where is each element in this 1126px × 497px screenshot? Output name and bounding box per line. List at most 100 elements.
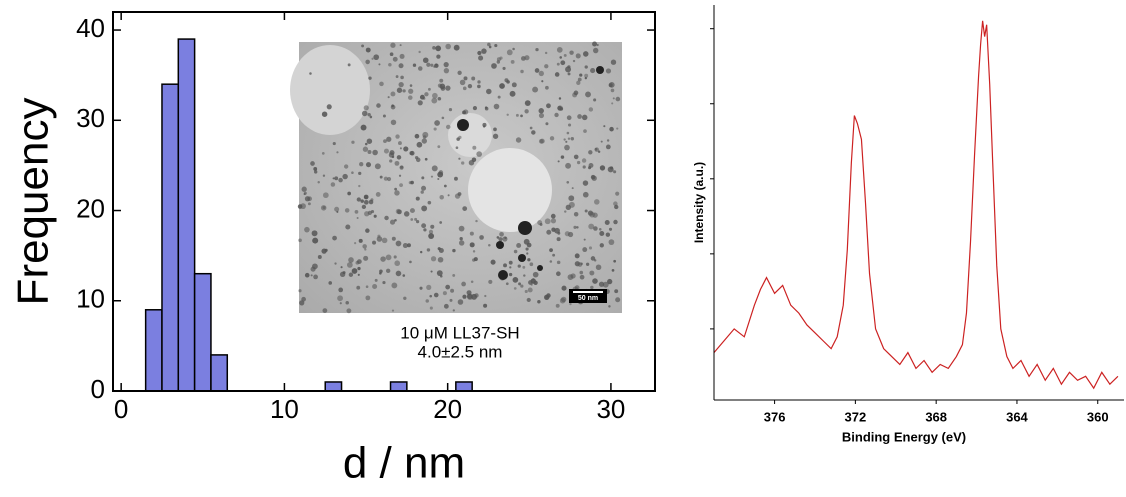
particle xyxy=(395,240,402,247)
particle xyxy=(584,73,589,78)
particle xyxy=(301,186,307,192)
particle xyxy=(567,137,571,140)
particle xyxy=(369,115,373,119)
particle xyxy=(556,260,561,265)
particle xyxy=(426,248,431,252)
particle xyxy=(576,226,579,229)
particle xyxy=(307,196,312,202)
particle xyxy=(505,282,509,286)
particle xyxy=(391,309,395,312)
particle xyxy=(408,88,414,94)
particle xyxy=(359,162,364,167)
particle xyxy=(579,274,585,280)
particle xyxy=(585,262,590,266)
particle xyxy=(582,180,589,186)
particle xyxy=(595,264,602,271)
particle xyxy=(472,106,478,111)
particle xyxy=(527,258,531,262)
particle xyxy=(537,265,543,271)
particle xyxy=(358,184,361,188)
particle xyxy=(312,263,318,270)
bar xyxy=(161,83,180,392)
particle xyxy=(389,159,393,163)
particle xyxy=(426,284,432,290)
particle xyxy=(590,256,596,261)
particle xyxy=(545,85,549,90)
particle xyxy=(605,144,611,150)
particle xyxy=(393,255,397,259)
particle xyxy=(608,227,613,231)
particle xyxy=(565,140,568,143)
particle xyxy=(557,105,562,111)
particle xyxy=(494,43,498,48)
particle xyxy=(356,285,361,290)
x-tick-label: 10 xyxy=(270,394,299,424)
particle xyxy=(429,306,433,310)
particle xyxy=(576,80,581,85)
particle xyxy=(421,223,427,229)
particle xyxy=(588,107,594,112)
y-tick-label: 0 xyxy=(91,374,105,404)
particle xyxy=(392,56,398,62)
particle xyxy=(414,133,420,139)
particle xyxy=(584,209,588,213)
particle xyxy=(515,137,522,143)
particle xyxy=(590,285,594,290)
particle xyxy=(311,230,318,237)
particle xyxy=(363,194,369,200)
particle xyxy=(447,194,450,197)
particle xyxy=(422,57,429,64)
particle xyxy=(475,219,478,223)
particle xyxy=(437,96,442,101)
particle xyxy=(382,114,386,118)
particle xyxy=(511,82,517,88)
particle xyxy=(550,213,556,219)
particle xyxy=(343,164,349,169)
particle xyxy=(334,262,337,265)
particle xyxy=(365,228,370,233)
particle xyxy=(396,209,402,215)
particle xyxy=(544,51,548,55)
particle xyxy=(588,246,593,250)
particle xyxy=(524,289,528,294)
particle xyxy=(428,87,431,91)
particle xyxy=(361,44,365,48)
particle xyxy=(502,66,506,70)
particle xyxy=(472,145,477,150)
particle xyxy=(582,247,588,253)
particle xyxy=(496,236,500,239)
particle xyxy=(611,102,614,105)
particle xyxy=(453,44,460,51)
particle xyxy=(376,236,383,242)
particle xyxy=(438,170,444,175)
particle xyxy=(518,282,522,286)
particle xyxy=(299,300,305,306)
particle xyxy=(503,263,507,268)
particle xyxy=(560,60,566,66)
y-axis-label: Frequency xyxy=(9,98,58,306)
particle xyxy=(441,116,445,120)
y-tick-label: 10 xyxy=(76,284,105,314)
particle xyxy=(498,237,503,242)
particle xyxy=(554,112,559,118)
particle xyxy=(486,88,492,95)
particle xyxy=(546,103,551,109)
particle xyxy=(565,162,572,169)
particle xyxy=(445,43,451,50)
particle xyxy=(479,235,484,240)
particle xyxy=(556,47,563,53)
particle xyxy=(509,90,516,97)
particle xyxy=(431,165,438,172)
particle xyxy=(583,51,589,57)
particle xyxy=(589,270,595,276)
particle xyxy=(342,271,346,275)
particle xyxy=(461,161,465,165)
particle xyxy=(588,166,592,170)
particle xyxy=(583,129,587,133)
particle xyxy=(577,77,582,82)
spectrum-line xyxy=(713,20,1119,390)
particle xyxy=(415,196,420,201)
particle xyxy=(594,147,600,152)
particle xyxy=(436,270,443,277)
particle xyxy=(526,297,531,303)
